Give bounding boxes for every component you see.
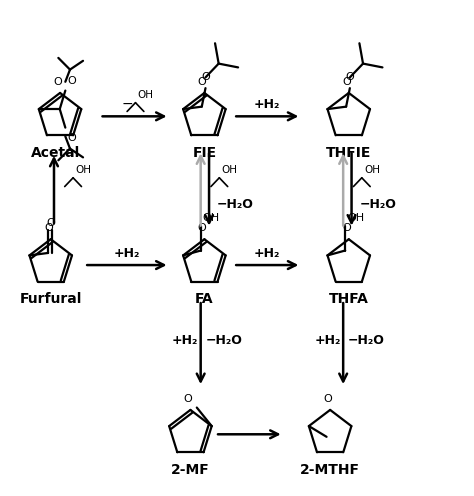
Text: 2-MF: 2-MF: [171, 463, 210, 477]
Text: +H₂: +H₂: [254, 98, 281, 111]
Text: +H₂: +H₂: [172, 334, 198, 347]
Text: +H₂: +H₂: [254, 247, 281, 260]
Text: Acetal: Acetal: [31, 146, 80, 160]
Text: +H₂: +H₂: [113, 247, 140, 260]
Text: −H₂O: −H₂O: [217, 198, 254, 211]
Text: O: O: [44, 223, 53, 234]
Text: −H₂O: −H₂O: [348, 334, 385, 347]
Text: OH: OH: [203, 213, 220, 223]
Text: OH: OH: [138, 90, 154, 100]
Text: O: O: [346, 72, 354, 82]
Text: O: O: [342, 77, 351, 87]
Text: O: O: [342, 223, 351, 234]
Text: FIE: FIE: [192, 146, 217, 160]
Text: +H₂: +H₂: [314, 334, 341, 347]
Text: OH: OH: [75, 165, 91, 175]
Text: O: O: [46, 218, 55, 228]
Text: OH: OH: [347, 213, 364, 223]
Text: O: O: [201, 72, 210, 82]
Text: Furfural: Furfural: [19, 292, 82, 306]
Text: THFIE: THFIE: [326, 146, 372, 160]
Text: O: O: [68, 76, 76, 86]
Text: O: O: [198, 77, 207, 87]
Text: THFA: THFA: [329, 292, 369, 306]
Text: O: O: [68, 132, 76, 142]
Text: −H₂O: −H₂O: [205, 334, 242, 347]
Text: −: −: [122, 97, 133, 111]
Text: O: O: [54, 77, 62, 87]
Text: O: O: [184, 394, 192, 404]
Text: −H₂O: −H₂O: [359, 198, 396, 211]
Text: OH: OH: [222, 165, 237, 175]
Text: FA: FA: [195, 292, 214, 306]
Text: OH: OH: [364, 165, 380, 175]
Text: O: O: [323, 394, 332, 404]
Text: 2-MTHF: 2-MTHF: [300, 463, 360, 477]
Text: O: O: [198, 223, 207, 234]
